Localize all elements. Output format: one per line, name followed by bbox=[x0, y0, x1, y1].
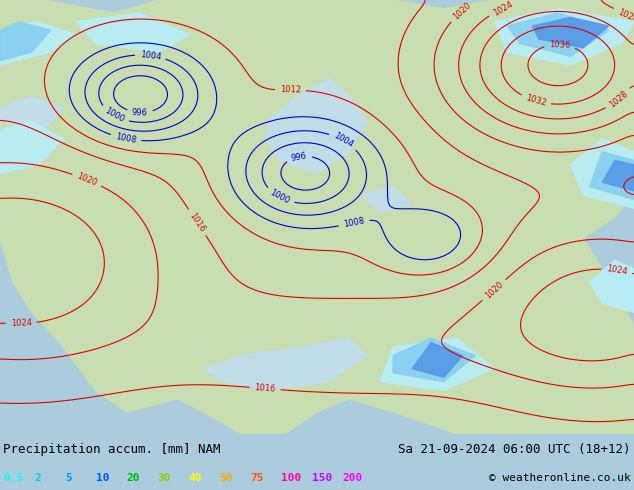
Text: 1012: 1012 bbox=[280, 85, 301, 95]
Polygon shape bbox=[412, 343, 463, 377]
Text: 200: 200 bbox=[342, 472, 363, 483]
Text: 1020: 1020 bbox=[451, 0, 473, 22]
Polygon shape bbox=[380, 338, 495, 390]
Text: 30: 30 bbox=[157, 472, 171, 483]
Text: 40: 40 bbox=[188, 472, 202, 483]
Text: 1000: 1000 bbox=[269, 188, 291, 206]
Polygon shape bbox=[0, 0, 634, 434]
Polygon shape bbox=[571, 139, 634, 208]
Polygon shape bbox=[266, 78, 368, 173]
Text: 1024: 1024 bbox=[606, 265, 628, 277]
Text: 1016: 1016 bbox=[188, 211, 207, 234]
Text: 5: 5 bbox=[65, 472, 72, 483]
Text: 1020: 1020 bbox=[483, 280, 505, 300]
Polygon shape bbox=[0, 22, 76, 65]
Polygon shape bbox=[590, 260, 634, 312]
Text: 20: 20 bbox=[127, 472, 140, 483]
Text: 1024: 1024 bbox=[616, 7, 634, 24]
Text: Sa 21-09-2024 06:00 UTC (18+12): Sa 21-09-2024 06:00 UTC (18+12) bbox=[398, 443, 631, 456]
Polygon shape bbox=[203, 338, 368, 390]
Polygon shape bbox=[590, 152, 634, 199]
Text: 75: 75 bbox=[250, 472, 263, 483]
Polygon shape bbox=[495, 9, 634, 65]
Text: Precipitation accum. [mm] NAM: Precipitation accum. [mm] NAM bbox=[3, 443, 221, 456]
Text: 1000: 1000 bbox=[103, 106, 126, 124]
Text: 1016: 1016 bbox=[254, 383, 276, 394]
Polygon shape bbox=[76, 13, 190, 52]
Text: 1036: 1036 bbox=[549, 40, 571, 49]
Polygon shape bbox=[507, 13, 609, 56]
Text: 1008: 1008 bbox=[343, 217, 365, 229]
Polygon shape bbox=[0, 122, 63, 173]
Text: 1032: 1032 bbox=[524, 94, 547, 108]
Text: 1028: 1028 bbox=[607, 89, 630, 109]
Polygon shape bbox=[393, 338, 476, 382]
Text: 1004: 1004 bbox=[332, 131, 354, 150]
Text: 996: 996 bbox=[132, 108, 148, 117]
Text: 10: 10 bbox=[96, 472, 109, 483]
Text: 1024: 1024 bbox=[11, 319, 32, 328]
Polygon shape bbox=[533, 17, 609, 48]
Text: 1008: 1008 bbox=[115, 132, 137, 145]
Text: 0.5: 0.5 bbox=[3, 472, 23, 483]
Text: 996: 996 bbox=[290, 151, 307, 163]
Text: 2: 2 bbox=[34, 472, 41, 483]
Polygon shape bbox=[602, 160, 634, 191]
Text: 100: 100 bbox=[281, 472, 301, 483]
Text: 150: 150 bbox=[311, 472, 332, 483]
Text: 50: 50 bbox=[219, 472, 233, 483]
Polygon shape bbox=[361, 187, 412, 213]
Text: © weatheronline.co.uk: © weatheronline.co.uk bbox=[489, 472, 631, 483]
Polygon shape bbox=[0, 96, 63, 130]
Polygon shape bbox=[0, 22, 51, 61]
Text: 1024: 1024 bbox=[491, 0, 514, 17]
Text: 1020: 1020 bbox=[75, 172, 98, 188]
Text: 1004: 1004 bbox=[139, 50, 162, 62]
